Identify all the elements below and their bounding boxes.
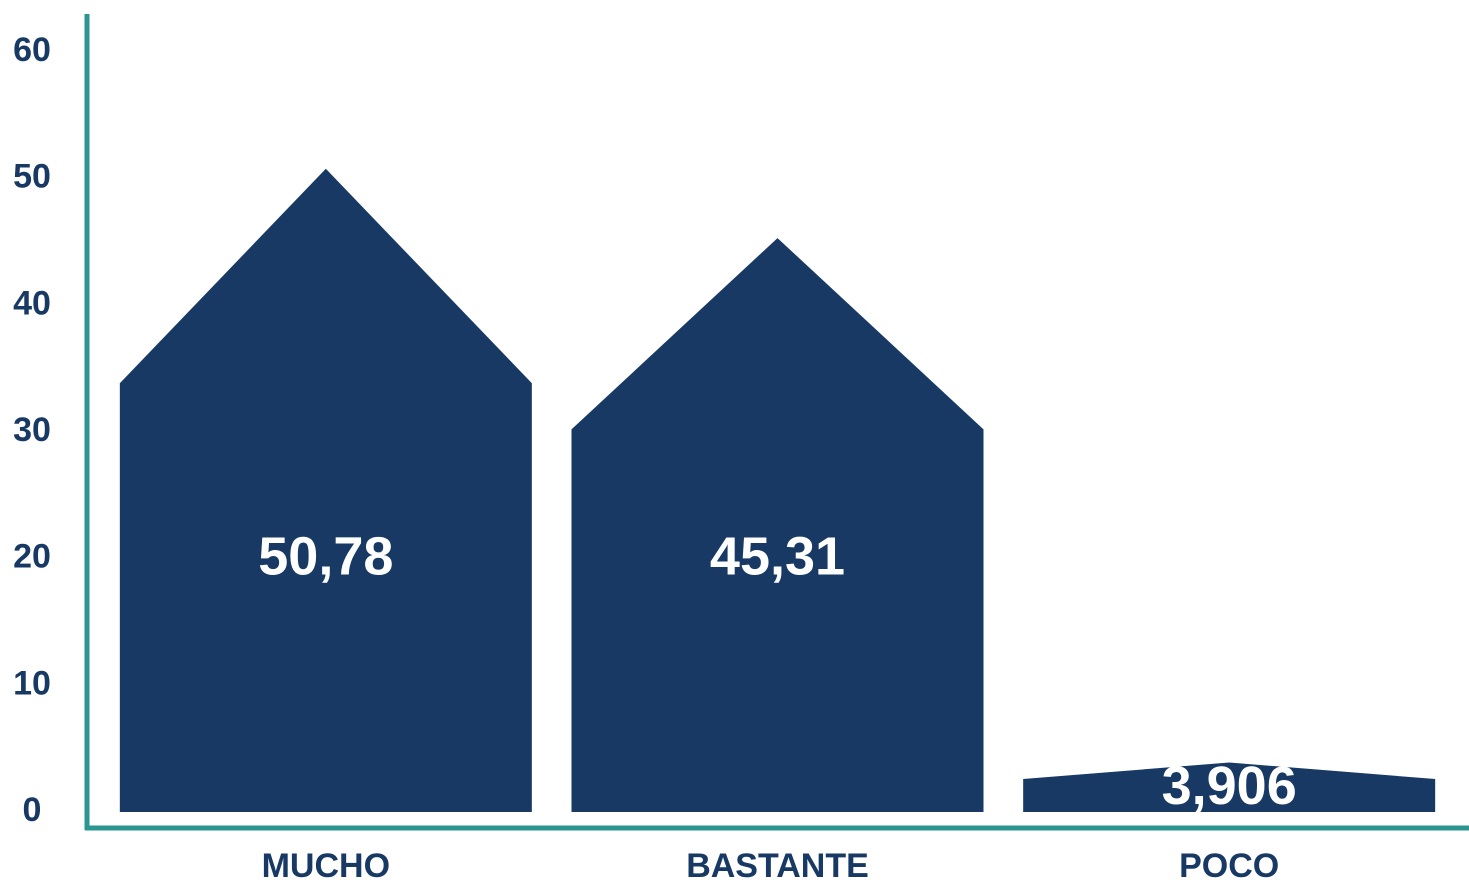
value-label: 45,31 [710,526,845,586]
bar [1023,762,1436,812]
y-tick-label: 40 [13,284,51,322]
x-tick-label: POCO [1179,847,1279,885]
y-tick-label: 10 [13,664,51,702]
y-tick-label: 30 [13,411,51,449]
value-label: 3,906 [1162,756,1297,816]
x-tick-label: MUCHO [262,847,390,885]
y-tick-label: 0 [23,791,42,829]
y-tick-label: 60 [13,31,51,69]
bar [571,238,984,812]
y-tick-label: 20 [13,538,51,576]
x-tick-label: BASTANTE [686,847,869,885]
bar [119,168,532,812]
value-label: 50,78 [258,526,393,586]
y-tick-label: 50 [13,158,51,196]
